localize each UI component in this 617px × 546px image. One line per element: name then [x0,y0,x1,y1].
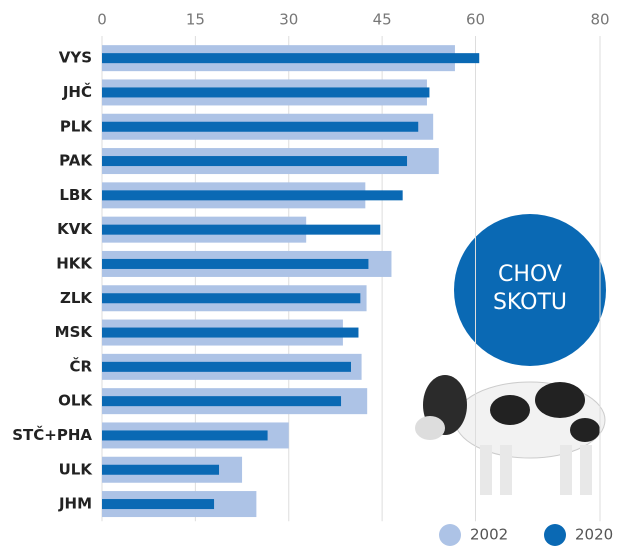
y-tick-label: LBK [59,186,93,204]
y-tick-label: JHM [58,495,92,513]
legend-label: 2020 [575,526,613,544]
bar [102,328,358,338]
y-tick-label: STČ+PHA [12,425,92,444]
y-tick-label: JHČ [62,82,92,101]
y-tick-label: OLK [58,392,93,410]
x-tick-label: 15 [186,11,205,29]
x-tick-label: 45 [373,11,392,29]
bar [102,430,268,440]
bar [102,465,219,475]
bar [102,362,351,372]
bar [102,122,418,132]
legend-label: 2002 [470,526,508,544]
bar [102,396,341,406]
y-tick-label: HKK [56,254,93,272]
y-tick-label: KVK [57,220,93,238]
chart: CHOV SKOTU 0 15 30 45 60 80 VYS JHČ PLK PAK LBK KVK… [0,0,617,546]
bar [102,225,380,235]
x-tick-label: 80 [590,11,609,29]
badge-text: CHOV [498,262,562,287]
y-tick-label: ČR [69,356,92,375]
bar [102,156,407,166]
cow-illustration [415,375,605,495]
bar [102,293,360,303]
y-tick-label: ULK [59,460,94,478]
y-tick-label: PLK [60,117,94,135]
x-tick-label: 30 [279,11,298,29]
y-tick-label: PAK [59,152,93,170]
y-tick-label: VYS [59,49,92,67]
y-tick-label: MSK [55,323,94,341]
y-tick-label: ZLK [60,289,93,307]
bar [102,190,403,200]
x-tick-label: 0 [97,11,107,29]
legend-swatch [544,524,566,546]
bar [102,259,368,269]
bar [102,53,479,63]
x-tick-label: 60 [466,11,485,29]
legend-swatch [439,524,461,546]
badge-text: SKOTU [493,290,567,315]
bar [102,87,429,97]
bar [102,499,214,509]
